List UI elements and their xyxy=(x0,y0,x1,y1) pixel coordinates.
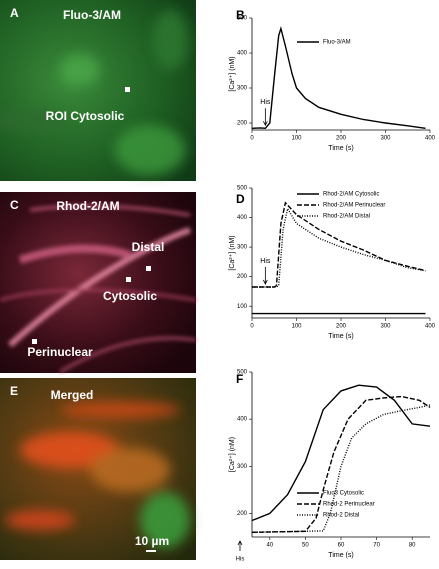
y-axis-label: [Ca²⁺] (nM) xyxy=(229,437,236,472)
image-a xyxy=(0,0,196,181)
y-tick-label: 200 xyxy=(237,511,248,517)
y-tick-label: 300 xyxy=(237,464,248,470)
annotation: His xyxy=(236,557,245,563)
image-label: ROI Cytosolic xyxy=(46,109,125,123)
series-line xyxy=(251,384,431,522)
legend-label: Rhod-2 Distal xyxy=(323,513,359,519)
image-label: Distal xyxy=(132,240,165,254)
legend-label: Fluo-3/AM xyxy=(323,40,351,46)
image-label: Cytosolic xyxy=(103,289,157,303)
y-tick-label: 500 xyxy=(237,16,248,22)
y-axis-label: [Ca²⁺] (nM) xyxy=(229,56,236,91)
x-tick-label: 50 xyxy=(302,543,309,549)
series-line xyxy=(251,25,426,130)
x-tick-label: 80 xyxy=(409,543,416,549)
y-tick-label: 400 xyxy=(237,215,248,221)
x-axis-label: Time (s) xyxy=(328,552,353,559)
x-tick-label: 40 xyxy=(266,543,273,549)
x-tick-label: 300 xyxy=(380,136,391,142)
x-tick-label: 70 xyxy=(373,543,380,549)
series-line xyxy=(251,395,431,533)
y-tick-label: 500 xyxy=(237,186,248,192)
x-tick-label: 400 xyxy=(425,136,436,142)
y-tick-label: 300 xyxy=(237,86,248,92)
y-tick-label: 200 xyxy=(237,274,248,280)
image-title: Rhod-2/AM xyxy=(56,199,119,213)
x-tick-label: 60 xyxy=(338,543,345,549)
annotation: His xyxy=(260,258,271,265)
y-tick-label: 400 xyxy=(237,51,248,57)
y-axis-label: [Ca²⁺] (nM) xyxy=(229,235,236,270)
annotation-arrow xyxy=(262,108,268,127)
image-e xyxy=(0,378,196,560)
legend-label: Rhod-2 Perinuclear xyxy=(323,502,375,508)
panel-letter: E xyxy=(10,384,18,398)
series-line xyxy=(252,206,426,288)
x-tick-label: 200 xyxy=(336,136,347,142)
x-tick-label: 0 xyxy=(250,324,254,330)
y-tick-label: 500 xyxy=(237,370,248,376)
y-tick-label: 200 xyxy=(237,121,248,127)
x-tick-label: 0 xyxy=(250,136,254,142)
legend-label: Fluo3 Cytosolic xyxy=(323,491,364,497)
annotation: His xyxy=(260,99,271,106)
x-tick-label: 200 xyxy=(336,324,347,330)
x-tick-label: 300 xyxy=(380,324,391,330)
x-tick-label: 400 xyxy=(425,324,436,330)
x-axis-label: Time (s) xyxy=(328,145,353,152)
legend-label: Rhod-2/AM Cytosolic xyxy=(323,192,379,198)
x-axis-label: Time (s) xyxy=(328,333,353,340)
y-tick-label: 400 xyxy=(237,417,248,423)
panel-letter: C xyxy=(10,198,19,212)
panel-letter: B xyxy=(236,8,245,22)
image-title: Fluo-3/AM xyxy=(63,8,121,22)
annotation-arrow xyxy=(262,266,268,285)
x-tick-label: 100 xyxy=(291,136,302,142)
annotation-arrow xyxy=(237,540,243,551)
legend-label: Rhod-2/AM Perinuclear xyxy=(323,203,385,209)
panel-letter: A xyxy=(10,6,19,20)
panel-letter: F xyxy=(236,372,243,386)
image-c xyxy=(0,192,197,374)
series-line xyxy=(251,404,431,533)
image-label: 10 µm xyxy=(135,534,169,548)
y-tick-label: 100 xyxy=(237,304,248,310)
image-title: Merged xyxy=(51,388,94,402)
panel-letter: D xyxy=(236,192,245,206)
image-label: Perinuclear xyxy=(27,345,93,359)
x-tick-label: 100 xyxy=(291,324,302,330)
legend-label: Rhod-2/AM Distal xyxy=(323,214,370,220)
y-tick-label: 300 xyxy=(237,245,248,251)
